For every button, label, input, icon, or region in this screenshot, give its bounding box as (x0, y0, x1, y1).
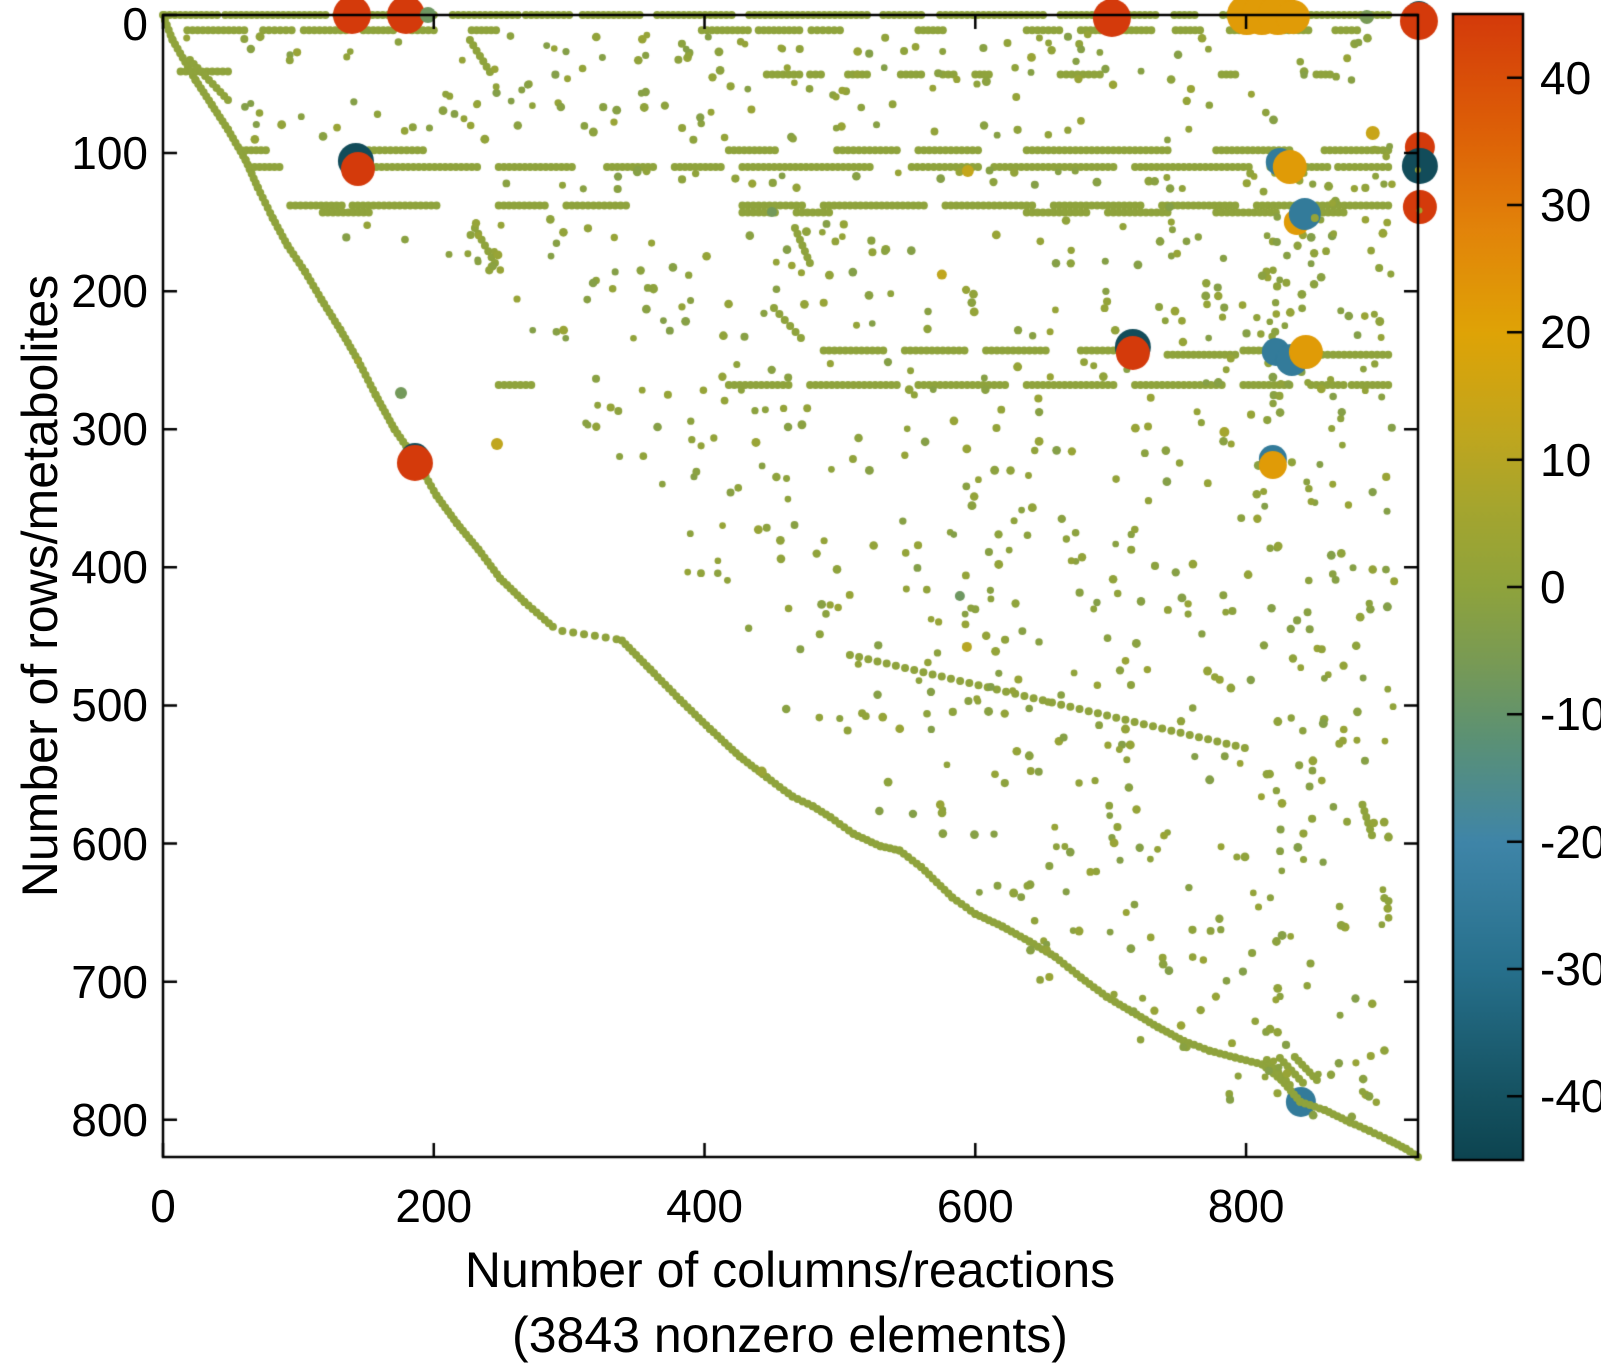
y-tick-label: 600 (71, 817, 148, 870)
x-axis-sublabel: (3843 nonzero elements) (512, 1307, 1068, 1363)
x-tick-label: 400 (666, 1180, 743, 1232)
colorbar-tick-label: 40 (1540, 51, 1592, 104)
colorbar-tick-label: 0 (1540, 561, 1566, 613)
colorbar-tick-label: 10 (1540, 433, 1592, 486)
y-tick-label: 100 (71, 127, 148, 180)
x-tick-label: 200 (395, 1180, 473, 1232)
x-tick-label: 0 (150, 1180, 176, 1232)
colorbar-tick-label: -10 (1540, 688, 1601, 741)
y-axis-label: Number of rows/metabolites (12, 274, 68, 898)
y-tick-label: 500 (71, 679, 148, 732)
y-tick-label: 700 (71, 955, 148, 1008)
y-tick-label: 0 (122, 0, 148, 50)
x-axis-label: Number of columns/reactions (464, 1242, 1116, 1298)
x-tick-label: 600 (936, 1180, 1014, 1232)
x-tick-label: 800 (1207, 1180, 1285, 1232)
y-tick-label: 200 (71, 265, 148, 318)
colorbar-tick-label: -30 (1540, 943, 1601, 995)
y-tick-label: 400 (71, 541, 148, 594)
colorbar-tick-label: 30 (1540, 179, 1592, 231)
y-tick-label: 300 (71, 403, 148, 456)
colorbar-tick-label: 20 (1540, 306, 1592, 359)
colorbar-tick-label: -20 (1540, 815, 1601, 868)
y-tick-label: 800 (71, 1093, 148, 1146)
colorbar-tick-label: -40 (1540, 1070, 1601, 1123)
